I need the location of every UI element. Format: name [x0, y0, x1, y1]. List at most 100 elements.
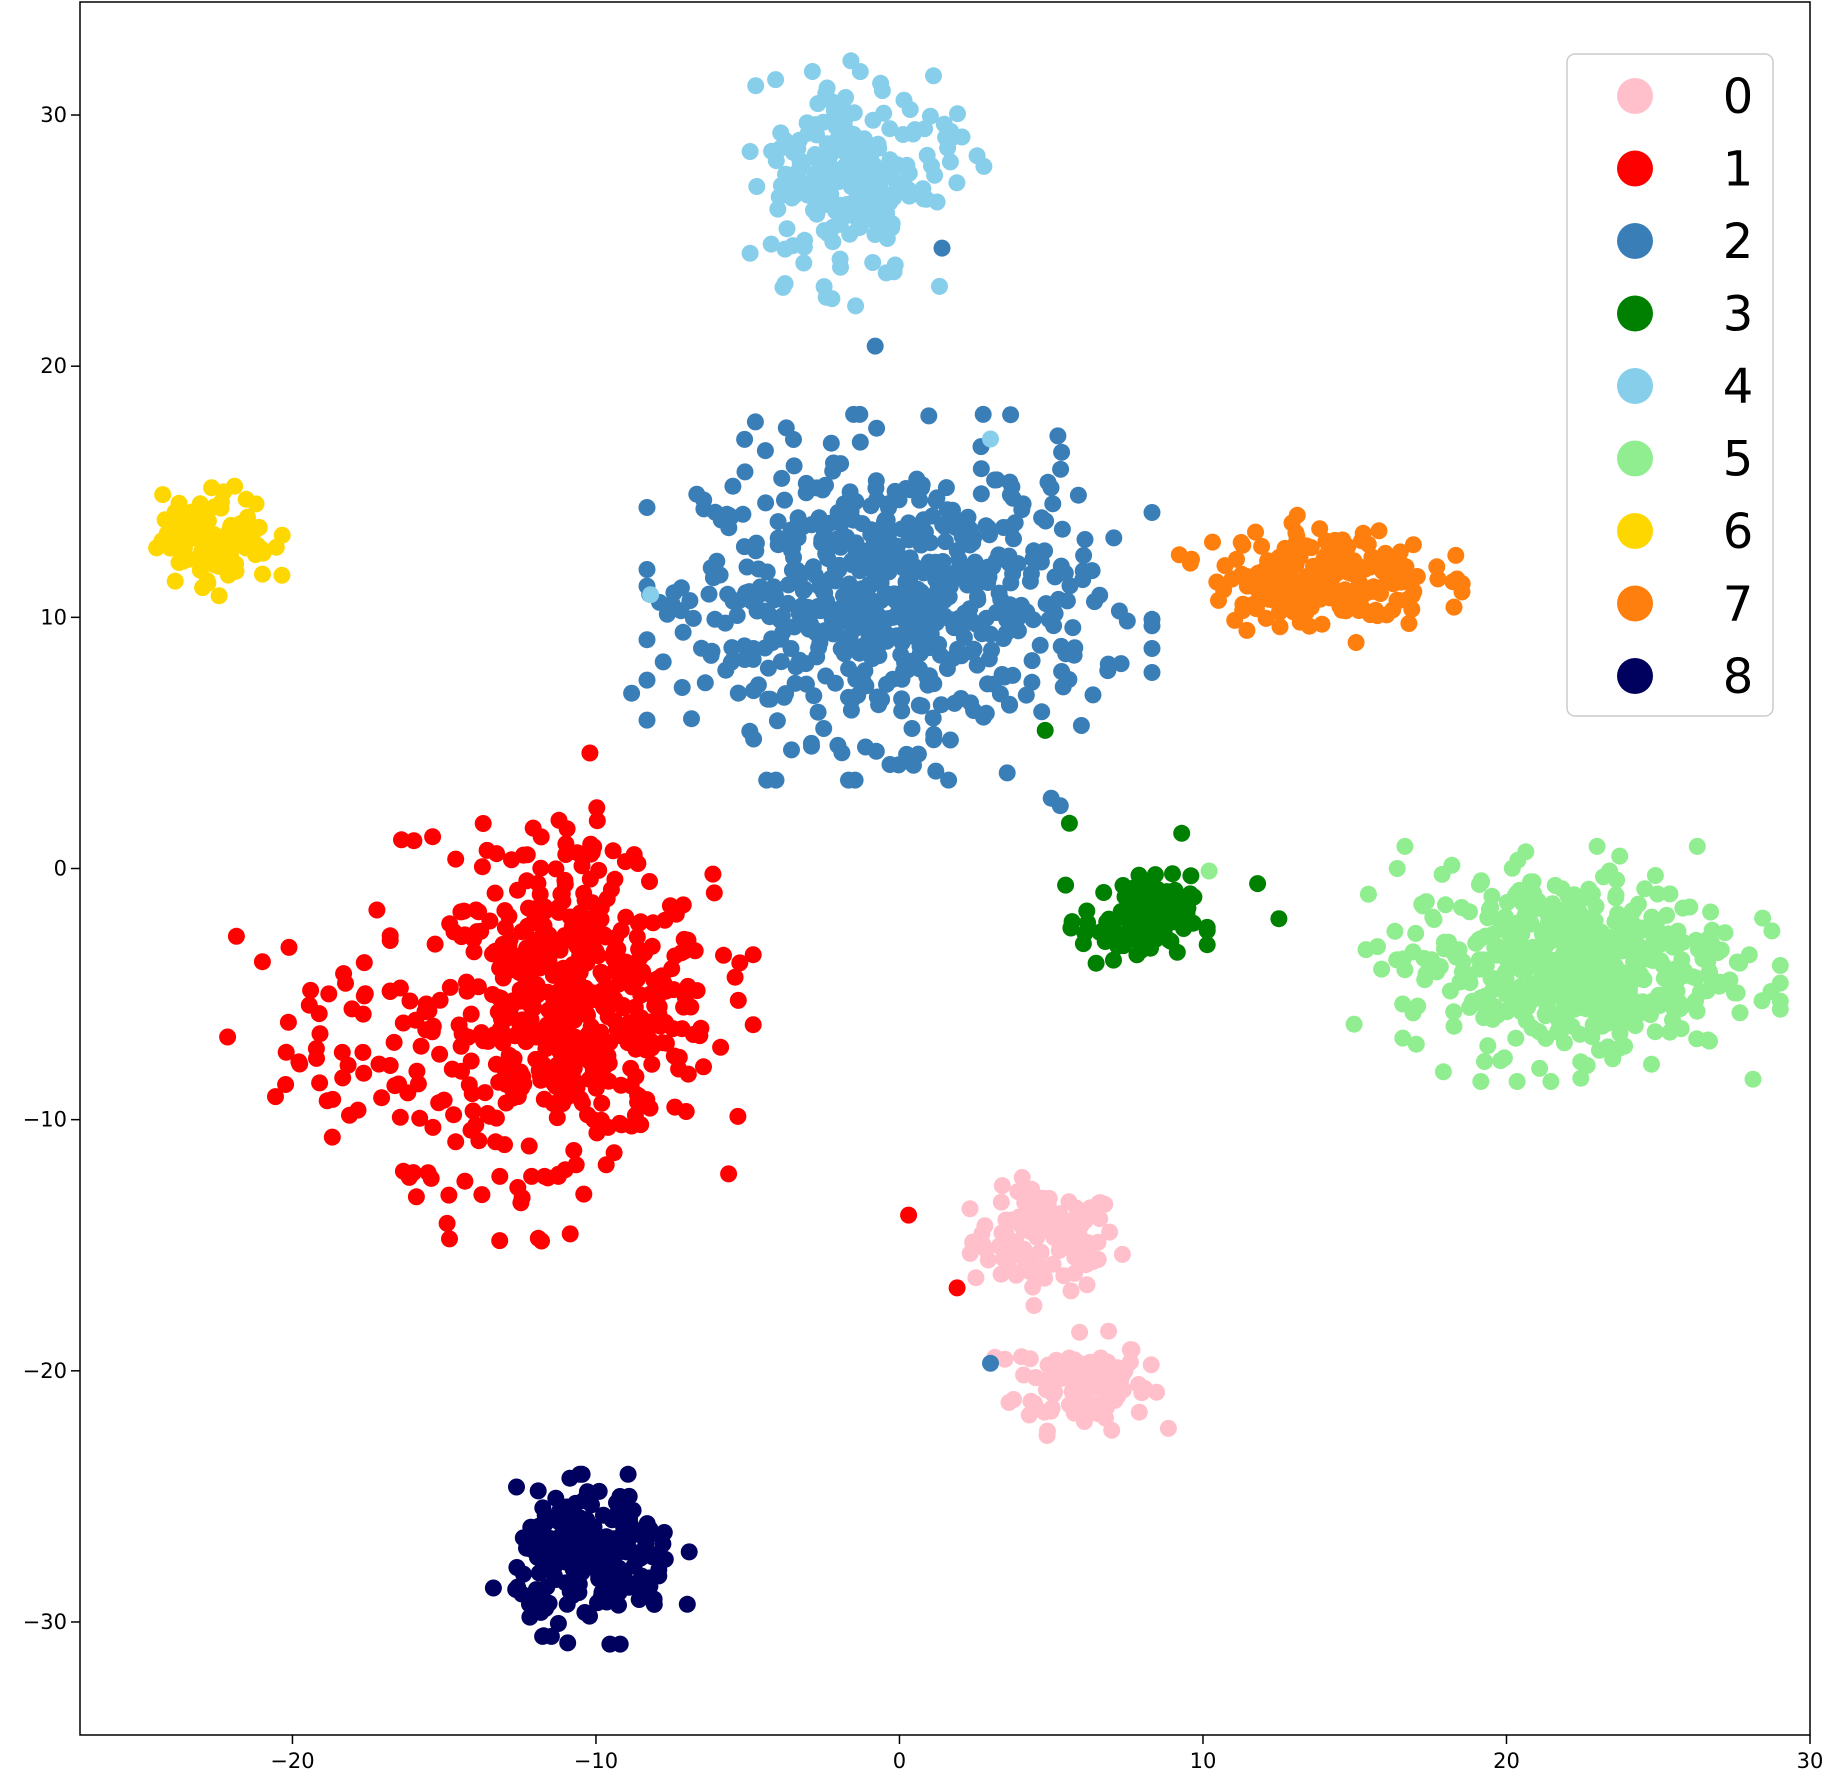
- series-2-points: [623, 405, 1161, 789]
- data-point: [1244, 569, 1262, 587]
- data-point: [465, 930, 483, 948]
- data-point: [548, 1109, 566, 1127]
- data-point: [747, 534, 765, 552]
- data-point: [979, 519, 997, 537]
- series-1-points: [219, 799, 762, 1250]
- data-point: [700, 585, 718, 603]
- data-point: [772, 124, 790, 142]
- data-point: [1354, 524, 1372, 542]
- data-point-outlier: [1249, 875, 1267, 893]
- y-tick-label: −30: [23, 1610, 67, 1634]
- data-point: [199, 574, 217, 592]
- data-point: [892, 646, 910, 664]
- data-point: [847, 493, 865, 510]
- data-point: [1604, 1050, 1622, 1068]
- data-point: [1275, 581, 1292, 598]
- y-tick-label: 30: [40, 103, 67, 127]
- data-point: [898, 745, 916, 763]
- data-point: [189, 517, 207, 535]
- data-point: [983, 641, 1000, 659]
- data-point: [1492, 944, 1510, 962]
- data-point: [1099, 662, 1117, 680]
- data-point: [381, 927, 399, 945]
- data-point: [1066, 639, 1084, 657]
- data-point: [1013, 501, 1031, 519]
- data-point: [870, 562, 887, 580]
- data-point: [1052, 557, 1070, 575]
- data-point: [656, 911, 674, 929]
- data-point: [608, 1494, 625, 1512]
- data-point: [1573, 890, 1591, 908]
- data-point: [919, 676, 937, 694]
- data-point: [1298, 568, 1315, 586]
- data-point: [992, 1193, 1010, 1211]
- data-point: [827, 117, 845, 135]
- data-point: [1620, 974, 1638, 992]
- data-point: [393, 831, 410, 849]
- data-point: [634, 963, 652, 981]
- data-point: [1461, 903, 1478, 921]
- data-point: [1409, 997, 1427, 1015]
- data-point: [759, 604, 777, 622]
- data-point: [558, 1595, 576, 1613]
- data-point: [1061, 577, 1079, 595]
- data-point: [859, 550, 877, 568]
- data-point: [1528, 981, 1546, 999]
- data-point: [1607, 886, 1625, 904]
- data-point: [1424, 959, 1442, 977]
- data-point: [842, 52, 860, 70]
- data-point: [1251, 586, 1269, 604]
- data-point: [1076, 531, 1094, 548]
- data-point: [465, 943, 483, 961]
- data-point: [909, 522, 927, 540]
- data-point: [1698, 982, 1716, 1000]
- data-point: [948, 174, 966, 192]
- data-point: [967, 1269, 985, 1287]
- data-point: [666, 1098, 684, 1116]
- data-point: [1264, 555, 1282, 573]
- data-point: [688, 982, 706, 1000]
- data-point: [1646, 867, 1664, 884]
- data-point: [311, 1025, 329, 1043]
- data-point: [868, 419, 886, 437]
- data-point: [1359, 885, 1377, 903]
- data-point: [696, 674, 714, 692]
- legend-item-0: 0: [1617, 69, 1753, 125]
- data-point: [1584, 1016, 1602, 1034]
- y-tick-label: −20: [23, 1359, 67, 1383]
- data-point: [1204, 533, 1221, 551]
- data-point: [784, 539, 802, 557]
- data-point: [1662, 977, 1680, 995]
- data-point: [893, 702, 911, 720]
- data-point: [1731, 1004, 1749, 1022]
- data-point: [975, 708, 992, 726]
- data-point: [836, 158, 854, 175]
- data-point: [1702, 968, 1720, 986]
- data-point-outlier: [866, 337, 884, 355]
- data-point: [610, 1584, 628, 1601]
- data-point: [748, 178, 766, 195]
- data-point: [772, 653, 790, 671]
- data-point: [759, 659, 777, 677]
- data-point: [558, 820, 576, 838]
- data-point: [568, 844, 586, 862]
- data-point: [539, 1169, 557, 1187]
- data-point: [592, 910, 610, 928]
- data-point: [878, 675, 895, 693]
- data-point: [254, 565, 271, 583]
- legend-frame: [1566, 53, 1774, 717]
- series-4-points: [741, 52, 993, 315]
- data-point: [1342, 564, 1360, 582]
- data-point: [597, 1156, 615, 1174]
- data-point: [527, 1050, 545, 1068]
- data-point: [1428, 558, 1446, 576]
- data-point: [1114, 877, 1132, 894]
- data-point: [776, 275, 794, 293]
- data-point: [684, 609, 702, 627]
- data-point: [895, 91, 913, 109]
- data-point: [1025, 1297, 1043, 1314]
- legend-label: 0: [1723, 69, 1754, 125]
- data-point: [570, 1551, 588, 1569]
- data-point: [843, 136, 861, 154]
- data-point: [1434, 1063, 1452, 1081]
